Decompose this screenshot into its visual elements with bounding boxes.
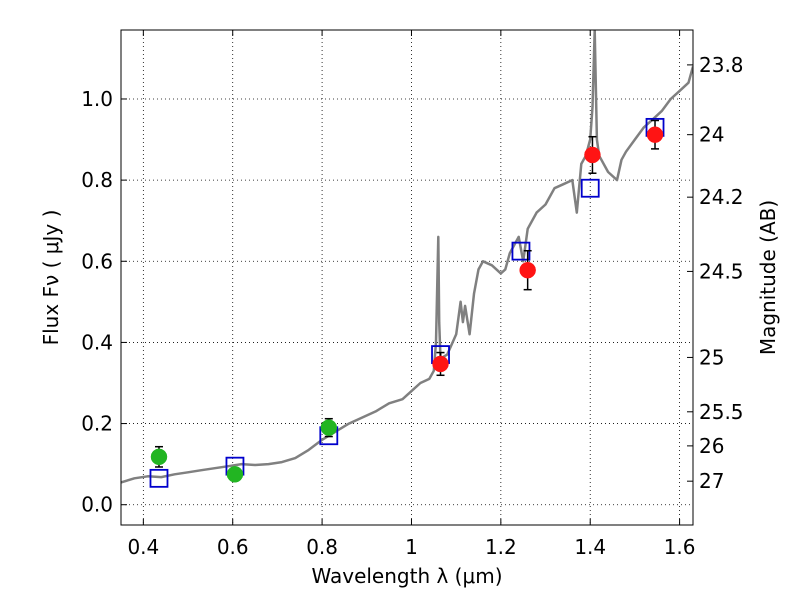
x-tick-label: 1	[405, 535, 418, 559]
y-tick-label: 0.8	[81, 168, 113, 192]
red-point	[584, 146, 601, 164]
plot-frame	[120, 29, 694, 526]
green-point	[150, 448, 168, 466]
x-tick-label: 0.6	[217, 535, 249, 559]
grid-layer	[121, 30, 693, 525]
red-point	[646, 126, 664, 143]
right-tick-label: 26	[699, 434, 724, 458]
red-point	[432, 355, 449, 373]
model-box-marker	[149, 468, 169, 488]
right-tick-label: 23.8	[699, 53, 744, 77]
y-axis-label: Flux Fν ( μJy )	[39, 210, 63, 346]
right-tick-label: 25	[699, 345, 724, 369]
right-axis-label: Magnitude (AB)	[756, 200, 780, 355]
x-tick-label: 0.4	[127, 535, 159, 559]
y-tick-label: 0.6	[81, 249, 113, 273]
y-tick-label: 0.2	[81, 412, 113, 436]
x-tick-label: 0.8	[306, 535, 338, 559]
green-point	[320, 419, 338, 436]
right-tick-label: 27	[699, 469, 724, 493]
model-spectrum-line	[121, 30, 693, 484]
right-tick-label: 24.5	[699, 259, 744, 283]
right-tick-label: 25.5	[699, 400, 744, 424]
right-tick-label: 24	[699, 123, 724, 147]
tick-layer: 0.4 0.6 0.8 1 1.2 1.4 1.6 0.0 0.2 0.4 0.6 0.8 1.0 23.…	[81, 30, 744, 559]
x-tick-label: 1.6	[664, 535, 696, 559]
red-point	[519, 261, 536, 279]
model-box-marker	[580, 178, 600, 198]
series-layer	[121, 30, 693, 488]
x-tick-label: 1.2	[485, 535, 517, 559]
y-tick-label: 1.0	[81, 87, 113, 111]
x-axis-label: Wavelength λ (μm)	[311, 564, 502, 588]
y-tick-label: 0.4	[81, 330, 113, 354]
right-tick-label: 24.2	[699, 185, 744, 209]
green-point	[226, 466, 244, 483]
x-tick-label: 1.4	[574, 535, 606, 559]
y-tick-label: 0.0	[81, 493, 113, 517]
